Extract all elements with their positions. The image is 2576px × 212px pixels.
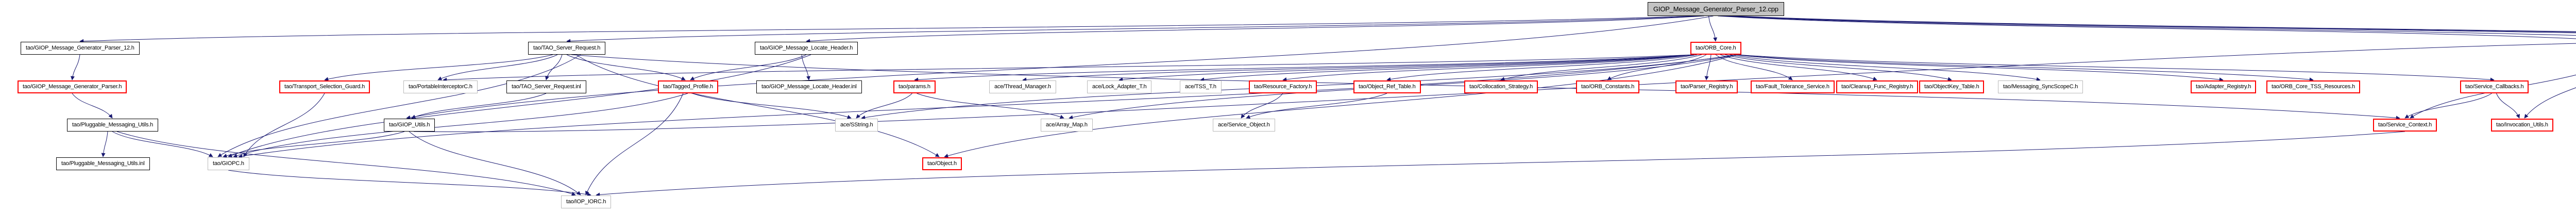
graph-node[interactable]: tao/IOP_IORC.h [561,195,612,208]
graph-node[interactable]: tao/Service_Callbacks.h [2460,80,2529,93]
dependency-edge [2496,93,2520,119]
dependency-edge [238,54,1737,158]
dependency-edge [801,54,811,80]
graph-node[interactable]: ace/Array_Map.h [1041,119,1093,132]
graph-node[interactable]: tao/GIOPC.h [208,157,249,170]
graph-node[interactable]: tao/params.h [893,80,936,93]
dependency-edge [411,93,547,119]
graph-node[interactable]: tao/ORB_Core_TSS_Resources.h [2266,80,2360,93]
dependency-edge [596,131,2405,197]
graph-node[interactable]: tao/Messaging_SyncScopeC.h [1998,80,2083,93]
graph-node[interactable]: tao/Adapter_Registry.h [2191,80,2257,93]
dependency-edge [1386,54,1698,81]
graph-node[interactable]: tao/TAO_Server_Request.h [528,42,606,55]
dependency-edge [72,93,113,119]
graph-node[interactable]: ace/Thread_Manager.h [989,80,1056,93]
dependency-edge [233,93,688,158]
dependency-edge [1722,15,2576,36]
dependency-edge [1704,54,1711,80]
dependency-edge [443,54,1694,82]
dependency-edge [223,131,405,158]
dependency-edge [856,93,912,119]
dependency-edge [324,54,553,81]
dependency-edge [1724,54,1952,81]
dependency-edge [575,54,940,157]
dependency-edge [228,170,591,197]
dependency-edge [1118,54,1694,82]
dependency-edge [1720,54,1877,81]
dependency-edge [545,54,563,80]
graph-node[interactable]: tao/GIOP_Utils.h [384,119,435,132]
dependency-edge [1022,54,1694,82]
dependency-edge [585,93,684,195]
graph-node[interactable]: ace/Service_Object.h [1213,119,1275,132]
dependency-edge [2524,87,2576,119]
dependency-edge [437,54,558,80]
graph-node[interactable]: ace/Lock_Adapter_T.h [1087,80,1152,93]
dependency-edge [228,54,811,158]
dependency-edge [1729,54,2041,81]
dependency-edge [566,15,1700,43]
graph-node[interactable]: tao/ORB_Core.h [1690,42,1741,55]
dependency-edge [1727,15,2576,34]
dependency-edge [1708,15,1718,42]
graph-node[interactable]: tao/PortableInterceptorC.h [403,80,478,93]
dependency-edge [806,15,1704,43]
graph-node[interactable]: tao/GIOP_Message_Generator_Parser.h [18,80,127,93]
dependency-edge [690,54,807,80]
graph-node[interactable]: tao/TAO_Server_Request.inl [506,80,586,93]
graph-node[interactable]: tao/ORB_Constants.h [1576,80,1640,93]
graph-node[interactable]: tao/Object.h [922,157,962,170]
graph-node[interactable]: tao/Invocation_Utils.h [2491,119,2553,132]
graph-node[interactable]: tao/Transport_Selection_Guard.h [279,80,370,93]
dependency-edge [217,54,581,157]
graph-node[interactable]: tao/Resource_Factory.h [1249,80,1317,93]
dependency-edge [409,131,581,195]
dependency-edge [243,93,325,157]
dependency-edge [1607,54,1707,80]
dependency-edge [566,54,686,80]
dependency-edge [112,131,213,157]
graph-node[interactable]: tao/GIOP_Message_Locate_Header.inl [756,80,862,93]
dependency-edge [914,54,1694,82]
graph-node[interactable]: tao/Service_Context.h [2373,119,2437,132]
dependency-edge [1718,15,2576,39]
dependency-edge [1241,93,1283,119]
dependency-edge [70,54,80,80]
graph-node[interactable]: tao/Object_Ref_Table.h [1353,80,1421,93]
graph-node[interactable]: tao/GIOP_Message_Generator_Parser_12.h [21,42,140,55]
graph-node[interactable]: tao/Collocation_Strategy.h [1464,80,1538,93]
graph-node[interactable]: tao/Cleanup_Func_Registry.h [1836,80,1919,93]
dependency-edge [116,131,576,196]
graph-node[interactable]: tao/Pluggable_Messaging_Utils.inl [56,157,150,170]
dependency-edge [944,54,1737,158]
graph-node[interactable]: tao/GIOP_Message_Locate_Header.h [755,42,858,55]
dependency-edge [1734,54,2224,82]
graph-node[interactable]: tao/Tagged_Profile.h [658,80,718,93]
dependency-edge [1737,54,2314,82]
graph-node[interactable]: tao/Fault_Tolerance_Service.h [1751,80,1835,93]
dependency-edge [692,93,852,119]
graph-node[interactable]: tao/ObjectKey_Table.h [1919,80,1985,93]
dependency-edge [1200,54,1694,82]
graph-node[interactable]: tao/Parser_Registry.h [1675,80,1738,93]
graph-node[interactable]: tao/Pluggable_Messaging_Utils.h [67,119,159,132]
dependency-edge [2404,93,2492,119]
graph-node[interactable]: ace/TSS_T.h [1180,80,1222,93]
dependency-edge [1282,54,1694,81]
dependency-edge [1737,54,2495,82]
graph-node[interactable]: ace/SString.h [835,119,878,132]
dependency-edge [406,15,1714,120]
dependency-edge [1500,54,1702,81]
graph-root-node[interactable]: GIOP_Message_Generator_Parser_12.cpp [1648,2,1784,16]
dependency-edge [79,15,1695,43]
dependency-edge [101,131,108,157]
dependency-edge [1246,93,1387,119]
dependency-edge [1736,15,2576,32]
dependency-edge [1732,15,2576,32]
